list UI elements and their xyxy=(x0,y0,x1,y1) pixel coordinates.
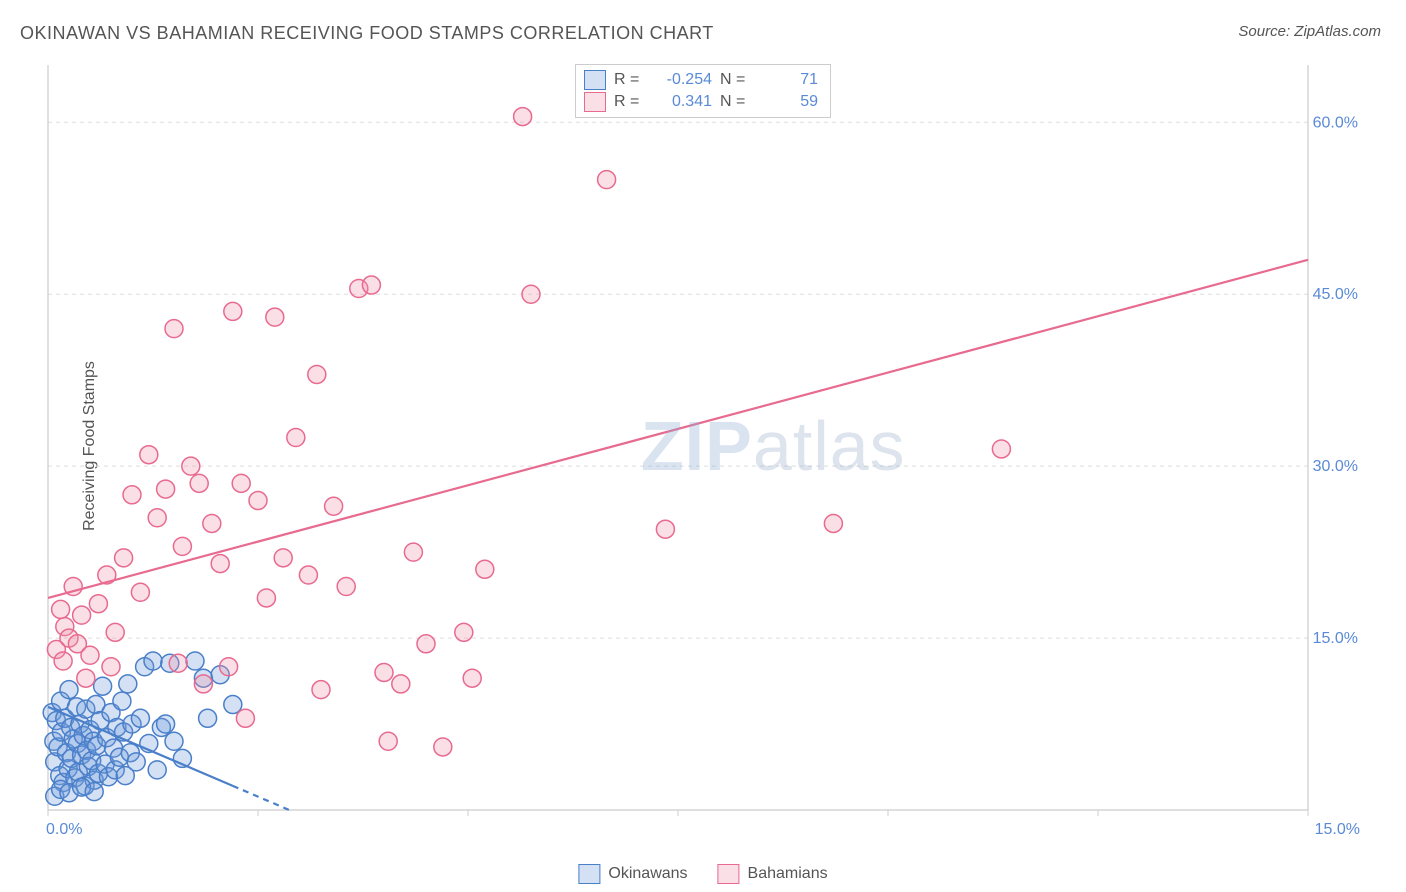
r-value-bahamians: 0.341 xyxy=(656,91,712,113)
legend-label-okinawans: Okinawans xyxy=(608,865,687,883)
chart-plot-area: 15.0% 30.0% 45.0% 60.0% 0.0% 15.0% xyxy=(48,60,1368,845)
r-value-okinawans: -0.254 xyxy=(656,69,712,91)
legend-label-bahamians: Bahamians xyxy=(748,865,828,883)
source-link[interactable]: ZipAtlas.com xyxy=(1294,23,1381,40)
source-label: Source: xyxy=(1238,23,1294,40)
gridlines xyxy=(48,122,1308,638)
swatch-bahamians xyxy=(584,92,606,112)
n-value-okinawans: 71 xyxy=(762,69,818,91)
svg-text:45.0%: 45.0% xyxy=(1313,286,1358,303)
x-ticks xyxy=(48,810,1308,816)
x-tick-labels: 0.0% 15.0% xyxy=(46,821,1360,838)
scatter-series xyxy=(43,108,1010,806)
swatch-okinawans xyxy=(584,70,606,90)
r-label: R = xyxy=(614,69,648,91)
svg-text:30.0%: 30.0% xyxy=(1313,458,1358,475)
y-tick-labels: 15.0% 30.0% 45.0% 60.0% xyxy=(1313,114,1358,647)
series-legend: Okinawans Bahamians xyxy=(578,864,827,884)
chart-title: OKINAWAN VS BAHAMIAN RECEIVING FOOD STAM… xyxy=(20,23,714,44)
stats-row-bahamians: R = 0.341 N = 59 xyxy=(584,91,818,113)
source-credit: Source: ZipAtlas.com xyxy=(1238,23,1381,40)
chart-svg: 15.0% 30.0% 45.0% 60.0% 0.0% 15.0% xyxy=(48,60,1368,845)
stats-legend: R = -0.254 N = 71 R = 0.341 N = 59 xyxy=(575,64,831,118)
trend-lines xyxy=(48,260,1308,810)
legend-swatch-bahamians xyxy=(718,864,740,884)
svg-text:15.0%: 15.0% xyxy=(1313,630,1358,647)
legend-swatch-okinawans xyxy=(578,864,600,884)
n-value-bahamians: 59 xyxy=(762,91,818,113)
svg-text:0.0%: 0.0% xyxy=(46,821,82,838)
stats-row-okinawans: R = -0.254 N = 71 xyxy=(584,69,818,91)
r-label: R = xyxy=(614,91,648,113)
n-label: N = xyxy=(720,91,754,113)
n-label: N = xyxy=(720,69,754,91)
legend-item-okinawans: Okinawans xyxy=(578,864,687,884)
svg-text:60.0%: 60.0% xyxy=(1313,114,1358,131)
svg-text:15.0%: 15.0% xyxy=(1315,821,1360,838)
legend-item-bahamians: Bahamians xyxy=(718,864,828,884)
